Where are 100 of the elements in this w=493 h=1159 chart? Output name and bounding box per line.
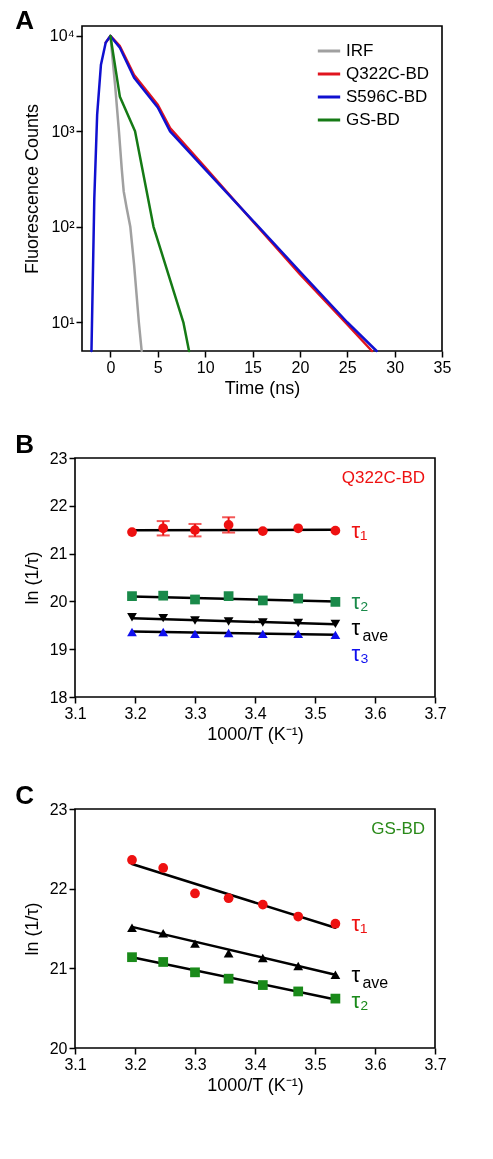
x-tick-label: 3.4 <box>244 704 267 722</box>
point <box>223 591 234 602</box>
y-tick-label: 23 <box>49 800 68 818</box>
point <box>330 630 341 640</box>
y-axis-title: ln (1/τ) <box>21 902 42 956</box>
x-tick-label: 3.7 <box>424 704 447 722</box>
line-series <box>109 34 191 353</box>
point <box>127 952 137 963</box>
y-tick-label: 10⁴ <box>49 27 75 45</box>
x-tick-label: 3.6 <box>364 704 387 722</box>
point <box>257 526 268 536</box>
y-axis-title: Fluorescence Counts <box>21 103 42 275</box>
series-label: τ₁ <box>351 517 368 543</box>
point <box>190 616 200 625</box>
series-label: τ₂ <box>351 987 369 1013</box>
point <box>330 619 341 629</box>
x-tick-label: 3.2 <box>124 704 147 722</box>
x-tick-label: 15 <box>244 358 263 376</box>
chart-title: B <box>15 429 34 459</box>
point <box>257 629 268 639</box>
x-tick-label: 0 <box>106 358 116 376</box>
chart-title: A <box>15 5 35 35</box>
annotation: GS-BD <box>371 819 425 838</box>
series-label: τ₁ <box>351 910 368 936</box>
series-label: τ₃ <box>351 640 370 666</box>
point <box>190 939 200 948</box>
legend-label: IRF <box>346 41 374 60</box>
point <box>127 527 137 537</box>
point <box>293 618 304 628</box>
annotation: Q322C-BD <box>341 468 425 487</box>
y-tick-label: 21 <box>49 545 68 563</box>
point <box>158 627 169 637</box>
x-tick-label: 3.1 <box>64 1055 87 1073</box>
x-tick-label: 5 <box>153 358 163 376</box>
point <box>293 629 304 639</box>
point <box>257 899 268 910</box>
y-tick-label: 18 <box>49 688 68 706</box>
point <box>257 595 268 606</box>
point <box>330 525 341 536</box>
legend-label: S596C-BD <box>346 87 428 106</box>
point <box>158 863 169 873</box>
point <box>293 911 304 922</box>
point <box>127 591 137 602</box>
x-tick-label: 3.5 <box>304 704 327 722</box>
point <box>158 957 169 967</box>
x-tick-label: 20 <box>291 358 310 376</box>
x-tick-label: 25 <box>338 358 357 376</box>
point <box>223 617 234 626</box>
point <box>190 967 200 978</box>
y-tick-label: 22 <box>49 880 68 898</box>
x-tick-label: 3.3 <box>184 704 207 722</box>
x-axis-title: 1000/T (K⁻¹) <box>207 1074 304 1095</box>
point <box>330 597 341 607</box>
x-axis-title: 1000/T (K⁻¹) <box>207 723 304 744</box>
y-tick-label: 20 <box>49 1039 68 1057</box>
point <box>257 953 268 963</box>
y-tick-label: 10¹ <box>51 313 75 331</box>
x-tick-label: 3.1 <box>64 704 87 722</box>
series-label: τ₂ <box>351 588 369 614</box>
chart-title: C <box>15 780 35 810</box>
point <box>223 893 234 904</box>
x-tick-label: 35 <box>433 358 452 376</box>
x-tick-label: 3.5 <box>304 1055 327 1073</box>
x-tick-label: 3.2 <box>124 1055 147 1073</box>
point <box>330 918 341 929</box>
point <box>158 929 169 938</box>
y-axis-title: ln (1/τ) <box>21 551 42 605</box>
y-tick-label: 23 <box>49 449 68 467</box>
point <box>293 961 304 971</box>
y-tick-label: 10³ <box>51 122 76 140</box>
x-tick-label: 30 <box>386 358 405 376</box>
y-tick-label: 22 <box>49 497 68 515</box>
y-tick-label: 10² <box>51 218 76 236</box>
point <box>127 923 137 932</box>
point <box>190 594 200 605</box>
point <box>127 612 137 622</box>
point <box>158 590 169 601</box>
x-tick-label: 3.4 <box>244 1055 267 1073</box>
legend-label: Q322C-BD <box>346 64 430 83</box>
point <box>223 973 234 984</box>
point <box>257 618 268 627</box>
point <box>223 628 234 638</box>
x-tick-label: 3.3 <box>184 1055 207 1073</box>
point <box>330 970 341 979</box>
point <box>158 613 169 623</box>
x-axis-title: Time (ns) <box>224 377 301 398</box>
x-tick-label: 3.7 <box>424 1055 447 1073</box>
legend-label: GS-BD <box>346 110 400 129</box>
x-tick-label: 3.6 <box>364 1055 387 1073</box>
point <box>190 888 200 899</box>
point <box>293 593 304 604</box>
point <box>257 980 268 990</box>
x-tick-label: 10 <box>196 358 215 376</box>
point <box>223 520 234 530</box>
point <box>190 629 200 639</box>
y-tick-label: 21 <box>49 959 68 977</box>
point <box>293 523 304 534</box>
point <box>127 627 137 637</box>
y-tick-label: 20 <box>49 592 68 610</box>
point <box>293 986 304 997</box>
